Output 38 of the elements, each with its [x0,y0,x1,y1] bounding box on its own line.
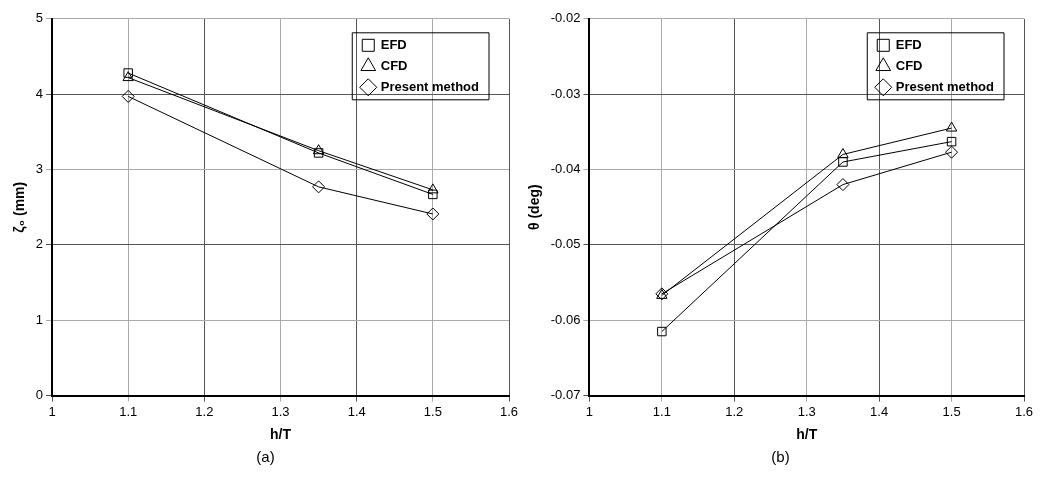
x-tick-label: 1.5 [423,403,442,419]
legend-label: Present method [380,78,480,94]
y-tick-label: -0.03 [550,85,581,101]
x-tick-label: 1.3 [271,403,290,419]
y-tick-label: 5 [35,10,44,26]
x-tick-label: 1.5 [942,403,961,419]
y-tick-label: 2 [35,236,44,252]
legend-label: EFD [380,36,407,52]
legend-label: EFD [895,36,922,52]
y-tick-label: 0 [35,387,44,403]
legend-label: CFD [380,57,408,73]
y-tick-label: -0.05 [550,236,581,252]
x-axis-title: h/T [796,426,818,443]
x-tick-label: 1.1 [119,403,138,419]
y-axis-title: ζ₀ (mm) [11,181,28,233]
x-tick-label: 1.1 [652,403,671,419]
y-axis-title: θ (deg) [526,184,543,231]
y-tick-label: -0.06 [550,311,581,327]
legend-label: CFD [895,57,923,73]
x-tick-label: 1.6 [1014,403,1034,419]
text: (a) [255,448,276,465]
x-tick-label: 1 [48,403,56,419]
x-tick-label: 1.6 [499,403,519,419]
text: (b) [770,448,791,465]
y-tick-label: 3 [35,161,44,177]
x-tick-label: 1.2 [195,403,214,419]
x-tick-label: 1 [585,403,594,419]
legend-label: Present method [895,78,995,94]
y-tick-label: -0.02 [550,10,581,26]
y-tick-label: 1 [35,311,44,327]
x-tick-label: 1.3 [797,403,816,419]
x-tick-label: 1.4 [870,403,889,419]
y-tick-label: 4 [35,85,44,101]
y-tick-label: -0.07 [550,387,581,403]
x-axis-title: h/T [270,426,292,443]
x-tick-label: 1.4 [347,403,366,419]
y-tick-label: -0.04 [550,161,581,177]
x-tick-label: 1.2 [725,403,744,419]
